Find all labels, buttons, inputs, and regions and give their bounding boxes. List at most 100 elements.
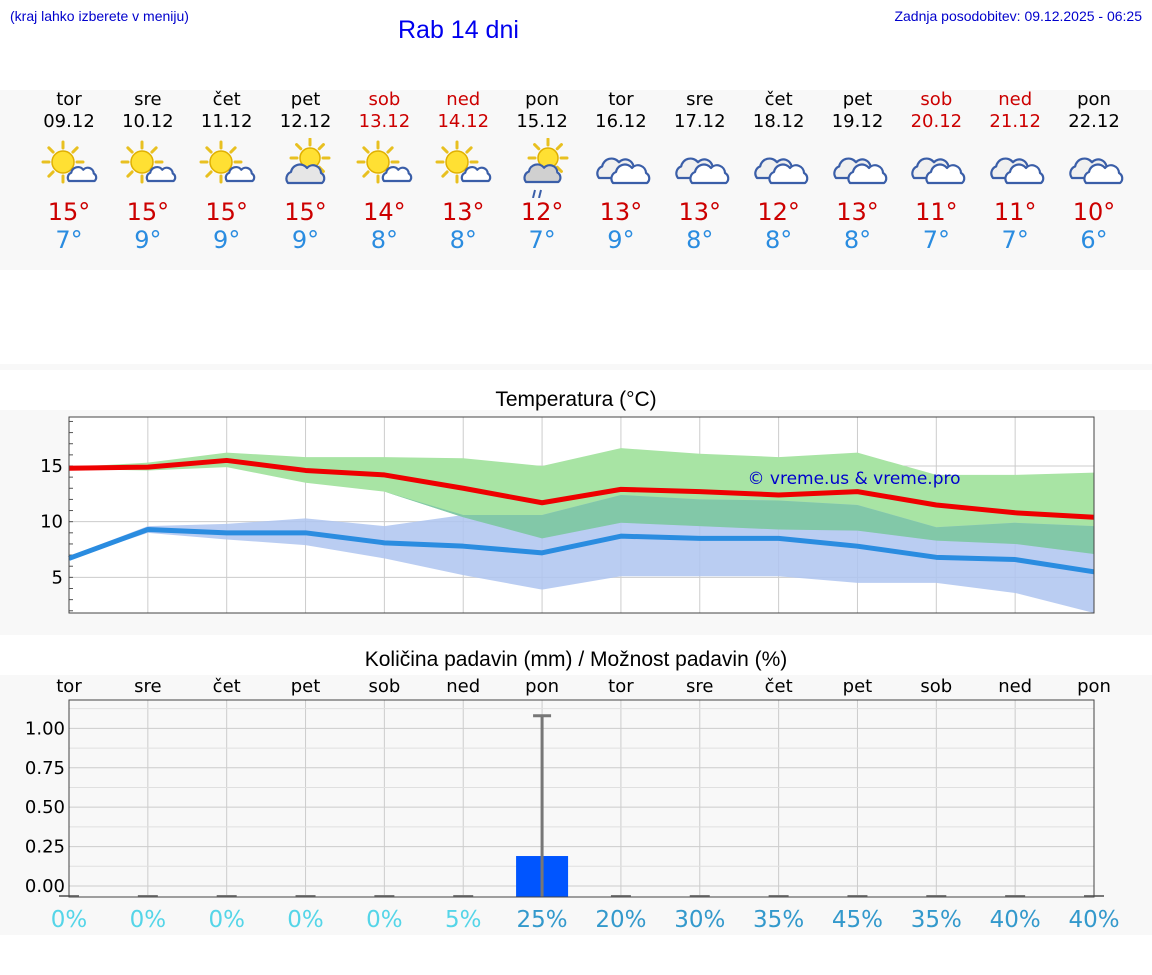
watermark: © vreme.us & vreme.pro <box>747 469 960 489</box>
sun-behind-cloud-icon <box>284 138 331 185</box>
temp-min: 8° <box>686 226 714 254</box>
temp-max: 10° <box>1072 198 1116 226</box>
temp-max: 15° <box>126 198 170 226</box>
cloudy-icon <box>753 157 808 185</box>
partly-sunny-icon <box>356 140 413 184</box>
temp-y-tick-label: 5 <box>52 567 63 588</box>
day-column: sre 10.12 15° 9° <box>108 90 188 254</box>
day-name: tor <box>56 89 82 110</box>
day-name: čet <box>212 89 241 110</box>
day-column: pon 15.12 12° 7° <box>502 90 582 254</box>
precipitation-chart-title: Količina padavin (mm) / Možnost padavin … <box>364 648 788 671</box>
precip-day-label: pet <box>291 676 321 697</box>
temp-min: 7° <box>1001 226 1029 254</box>
temp-y-tick-label: 15 <box>40 456 63 477</box>
precip-day-label: čet <box>765 676 793 697</box>
day-date: 16.12 <box>595 111 647 132</box>
day-name: sob <box>920 89 953 110</box>
day-column: sre 17.12 13° 8° <box>660 90 740 254</box>
location-hint: (kraj lahko izberete v meniju) <box>10 8 189 24</box>
partly-sunny-icon <box>435 140 492 184</box>
cloudy-icon <box>911 157 966 185</box>
day-date: 20.12 <box>910 111 963 132</box>
day-date: 21.12 <box>989 111 1041 132</box>
temp-min: 8° <box>843 226 872 254</box>
day-date: 15.12 <box>516 111 568 132</box>
precip-day-label: sob <box>920 676 952 697</box>
precip-probability: 0% <box>130 907 167 933</box>
day-column: čet 18.12 12° 8° <box>739 90 819 254</box>
temperature-chart-title: Temperatura (°C) <box>495 388 657 411</box>
cloudy-icon <box>675 157 730 185</box>
separator-band <box>0 364 1152 370</box>
cloudy-icon <box>1069 157 1124 185</box>
precip-probability: 0% <box>366 907 403 933</box>
page-title: Rab 14 dni <box>398 16 519 44</box>
precip-probability: 45% <box>832 907 883 933</box>
precip-y-tick-label: 0.00 <box>25 876 65 897</box>
temp-max: 14° <box>363 198 406 226</box>
day-date: 13.12 <box>358 111 411 132</box>
day-column: sob 13.12 14° 8° <box>344 90 424 254</box>
day-name: sob <box>368 89 401 110</box>
precip-y-tick-label: 0.50 <box>25 797 65 818</box>
day-column: tor 16.12 13° 9° <box>581 90 661 254</box>
day-name: pon <box>525 89 560 110</box>
temp-max: 13° <box>441 198 485 226</box>
partly-sunny-icon <box>120 140 177 184</box>
precip-probability: 20% <box>595 907 646 933</box>
day-column: pet 19.12 13° 8° <box>818 90 898 254</box>
cloudy-icon <box>596 157 651 185</box>
max-temp-line <box>68 457 1095 520</box>
precip-plot-area <box>69 700 1094 897</box>
temp-max: 13° <box>678 198 722 226</box>
day-name: tor <box>608 89 634 110</box>
day-date: 10.12 <box>122 111 174 132</box>
temp-min: 8° <box>449 226 477 254</box>
day-column: sob 20.12 11° 7° <box>896 90 976 254</box>
min-temp-line <box>68 526 1095 575</box>
precip-day-label: sre <box>686 676 713 697</box>
temp-max: 13° <box>599 198 643 226</box>
day-column: pon 22.12 10° 6° <box>1054 90 1134 254</box>
temp-min: 8° <box>370 226 399 254</box>
temp-min: 9° <box>607 226 635 254</box>
precip-probability: 0% <box>287 907 324 933</box>
last-updated: Zadnja posodobitev: 09.12.2025 - 06:25 <box>894 8 1142 24</box>
temp-max: 13° <box>836 198 879 226</box>
precip-day-label: tor <box>56 676 82 697</box>
precip-day-label: pon <box>525 676 559 697</box>
precip-probability: 35% <box>753 907 804 933</box>
temp-min: 8° <box>765 226 793 254</box>
day-name: pet <box>842 89 873 110</box>
temp-min: 7° <box>528 226 556 254</box>
day-column: čet 11.12 15° 9° <box>187 90 267 254</box>
precipitation-chart: tor sre čet pet sob ned pon tor sre čet pet sob ned p… <box>25 676 1120 933</box>
day-column: ned 14.12 13° 8° <box>423 90 503 254</box>
precip-day-label: pon <box>1077 676 1111 697</box>
precip-probability: 0% <box>208 907 245 933</box>
temp-max: 11° <box>993 198 1037 226</box>
day-name: čet <box>764 89 793 110</box>
temp-min: 9° <box>134 226 162 254</box>
cloudy-icon <box>990 157 1045 185</box>
temp-min: 9° <box>213 226 241 254</box>
day-date: 18.12 <box>752 111 805 132</box>
day-column: tor 09.12 15° 7° <box>29 90 109 254</box>
temp-max: 15° <box>47 198 91 226</box>
temp-max: 15° <box>205 198 248 226</box>
temp-max: 11° <box>915 198 958 226</box>
temp-y-tick-label: 10 <box>40 512 63 533</box>
temp-max: 12° <box>520 198 564 226</box>
precip-probability: 40% <box>1068 907 1119 933</box>
day-name: sre <box>134 89 162 110</box>
day-date: 12.12 <box>279 111 332 132</box>
precip-probability: 25% <box>517 907 568 933</box>
temp-min: 7° <box>922 226 950 254</box>
precip-probability: 30% <box>674 907 725 933</box>
day-column: pet 12.12 15° 9° <box>266 90 346 255</box>
precip-day-label: sob <box>368 676 400 697</box>
temp-min: 9° <box>291 226 320 254</box>
day-date: 14.12 <box>437 111 490 132</box>
day-name: ned <box>998 89 1033 110</box>
